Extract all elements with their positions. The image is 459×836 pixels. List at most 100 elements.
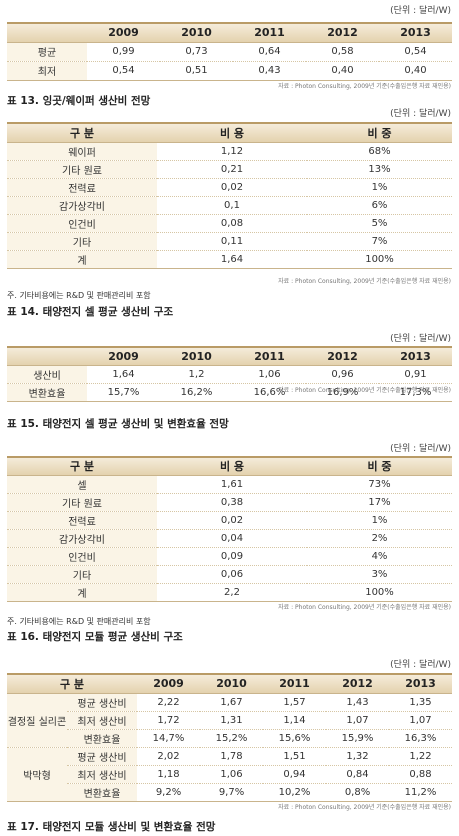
cell: 13% <box>307 160 452 179</box>
row-label: 변환효율 <box>67 729 138 748</box>
row: 인건비 0,08 5% <box>7 214 452 233</box>
table-body: 구 분 2009 2010 2011 2012 2013 결정질 실리콘 평균 생산비 2,22… <box>7 674 453 802</box>
cell: 1,18 <box>137 765 201 784</box>
cell: 0,73 <box>160 42 233 62</box>
cell: 3% <box>307 565 452 584</box>
header-cell: 2011 <box>233 23 306 43</box>
cell: 1,14 <box>263 711 327 730</box>
row: 변환효율 14,7% 15,2% 15,6% 15,9% 16,3% <box>7 729 453 748</box>
row: 전력료 0,02 1% <box>7 511 452 530</box>
cell: 14,7% <box>137 729 201 748</box>
row-label: 셀 <box>7 475 157 494</box>
cell: 0,54 <box>87 61 160 81</box>
row-label: 감가상각비 <box>7 196 157 215</box>
cell: 15,2% <box>200 729 264 748</box>
row: 계 1,64 100% <box>7 250 452 269</box>
header-cell: 2009 <box>137 674 201 694</box>
header-cell: 2010 <box>160 347 233 366</box>
row-label: 웨이퍼 <box>7 142 157 161</box>
cell: 0,40 <box>379 61 452 81</box>
caption: 표 16. 태양전지 모듈 평균 생산비 구조 <box>7 631 183 643</box>
cell: 1,32 <box>326 747 390 766</box>
cell: 0,96 <box>306 365 379 384</box>
row: 최저 생산비 1,72 1,31 1,14 1,07 1,07 <box>7 711 453 730</box>
caption: 표 14. 태양전지 셀 평균 생산비 구조 <box>7 306 174 318</box>
header-cell: 2012 <box>306 347 379 366</box>
source: 자료 : Photon Consulting, 2009년 기준(수출입은행 자… <box>278 604 451 611</box>
cell: 2,22 <box>137 693 201 712</box>
header-cell: 비 용 <box>157 457 307 476</box>
header-cell: 2010 <box>200 674 264 694</box>
data-table: 2009 2010 2011 2012 2013 생산비 1,64 1,2 1,06 0,96 0,… <box>7 346 452 402</box>
cell: 1,07 <box>326 711 390 730</box>
cell: 0,11 <box>157 232 307 251</box>
cell: 0,58 <box>306 42 379 62</box>
cell: 2,02 <box>137 747 201 766</box>
unit-label: (단위 : 달러/W) <box>390 109 451 119</box>
row-label: 계 <box>7 583 157 602</box>
row-label: 최저 생산비 <box>67 711 138 730</box>
row-label: 인건비 <box>7 547 157 566</box>
cell: 1,43 <box>326 693 390 712</box>
cell: 16,3% <box>389 729 453 748</box>
row: 감가상각비 0,04 2% <box>7 529 452 548</box>
cell: 4% <box>307 547 452 566</box>
row: 박막형 평균 생산비 2,02 1,78 1,51 1,32 1,22 <box>7 747 453 802</box>
cell: 0,38 <box>157 493 307 512</box>
cell: 100% <box>307 583 452 602</box>
note: 주. 기타비용에는 R&D 및 판매관리비 포함 <box>7 291 151 300</box>
source: 자료 : Photon Consulting, 2009년 기준(수출입은행 자… <box>278 804 451 811</box>
cell: 0,94 <box>263 765 327 784</box>
cell: 1,61 <box>157 475 307 494</box>
cell: 15,6% <box>263 729 327 748</box>
cell: 1,57 <box>263 693 327 712</box>
cell: 1,51 <box>263 747 327 766</box>
caption: 표 13. 잉곳/웨이퍼 생산비 전망 <box>7 95 151 107</box>
cell: 10,2% <box>263 783 327 802</box>
cell: 1,64 <box>87 365 160 384</box>
cell: 0,06 <box>157 565 307 584</box>
cell: 16,2% <box>160 383 233 402</box>
header-cell: 2013 <box>379 347 452 366</box>
source: 자료 : Photon Consulting, 2009년 기준(수출입은행 자… <box>278 278 451 285</box>
cell: 17% <box>307 493 452 512</box>
row-label: 최저 <box>7 61 87 81</box>
cell: 16,6% <box>233 383 306 402</box>
row: 평균 0,99 0,73 0,64 0,58 0,54 <box>7 42 452 62</box>
row-label: 최저 생산비 <box>67 765 138 784</box>
row: 최저 0,54 0,51 0,43 0,40 0,40 <box>7 61 452 81</box>
header-cell: 구 분 <box>7 123 157 143</box>
row: 기타 0,11 7% <box>7 232 452 251</box>
cell: 0,88 <box>389 765 453 784</box>
header-cell: 구 분 <box>7 674 138 694</box>
cell: 15,9% <box>326 729 390 748</box>
row: 웨이퍼 1,12 68% <box>7 142 452 161</box>
cell: 0,04 <box>157 529 307 548</box>
group-label: 결정질 실리콘 <box>7 693 67 748</box>
cell: 1,06 <box>200 765 264 784</box>
cell: 16,9% <box>306 383 379 402</box>
row-label: 평균 <box>7 42 87 62</box>
cell: 0,54 <box>379 42 452 62</box>
cell: 0,02 <box>157 178 307 197</box>
cell: 0,84 <box>326 765 390 784</box>
cell: 11,2% <box>389 783 453 802</box>
header-cell: 2012 <box>306 23 379 43</box>
row-label: 전력료 <box>7 511 157 530</box>
cell: 17,3% <box>379 383 452 402</box>
unit-label: (단위 : 달러/W) <box>390 6 451 16</box>
row: 감가상각비 0,1 6% <box>7 196 452 215</box>
header-row: 2009 2010 2011 2012 2013 <box>7 347 452 366</box>
header-cell: 2009 <box>87 23 160 43</box>
row-label: 기타 원료 <box>7 493 157 512</box>
cell: 1,2 <box>160 365 233 384</box>
caption: 표 15. 태양전지 셀 평균 생산비 및 변환효율 전망 <box>7 418 229 430</box>
unit-label: (단위 : 달러/W) <box>390 444 451 454</box>
table-body: 2009 2010 2011 2012 2013 생산비 1,64 1,2 1,06 0,96 0,… <box>7 347 452 402</box>
cell: 1,72 <box>137 711 201 730</box>
unit-label: (단위 : 달러/W) <box>390 334 451 344</box>
row: 변환효율 15,7% 16,2% 16,6% 16,9% 17,3% <box>7 383 452 402</box>
